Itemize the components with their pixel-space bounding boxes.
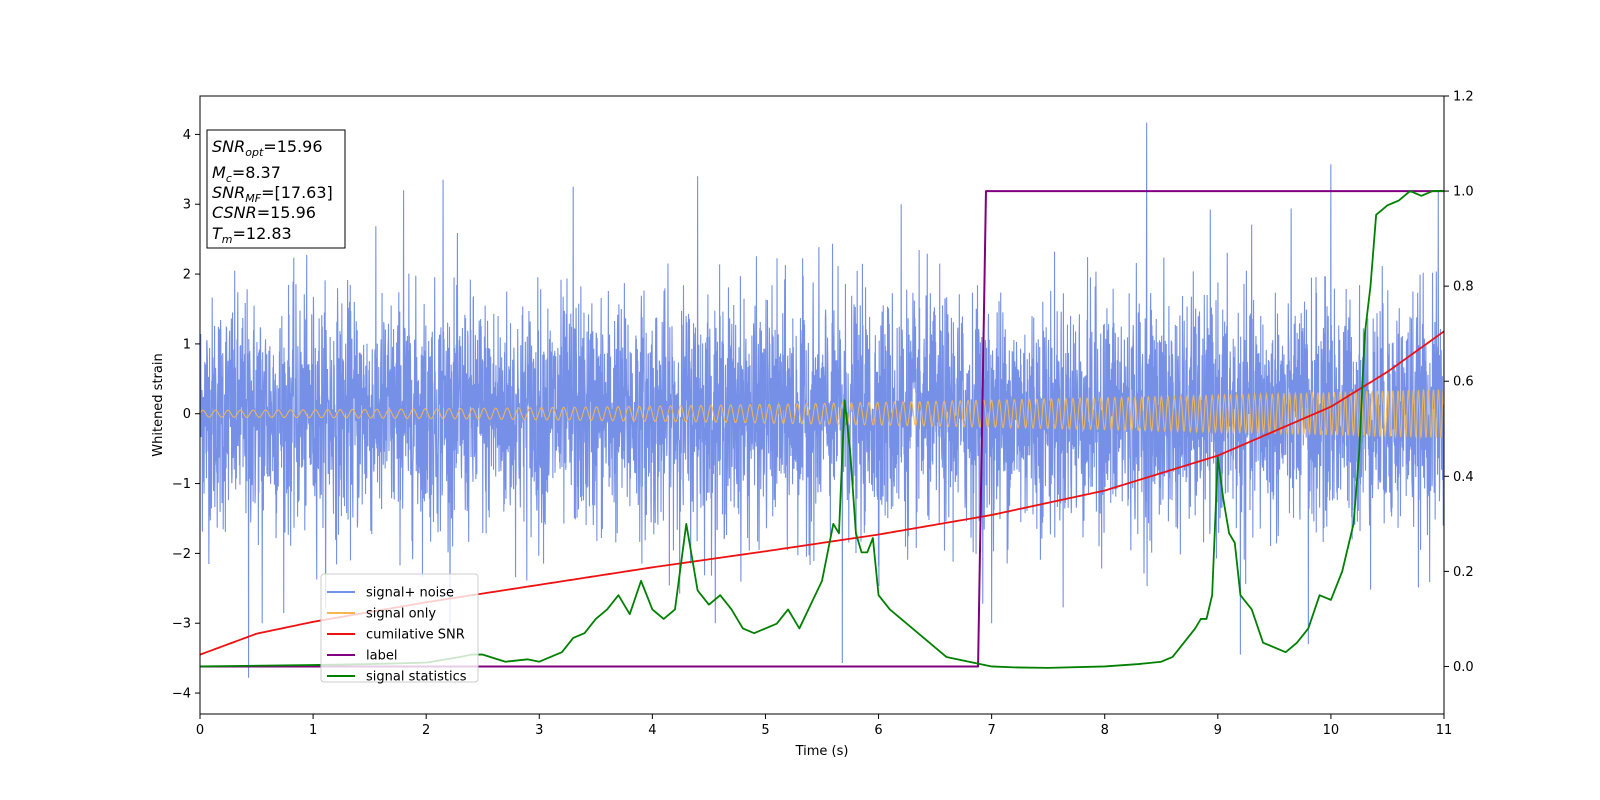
y-tick-label: −1 <box>172 477 191 492</box>
y-tick-label: 1 <box>183 337 191 352</box>
y-tick-label: −3 <box>172 617 191 632</box>
y-axis-left: −4 −3 −2 −1 0 1 2 3 4 <box>172 128 200 702</box>
legend: signal+ noise signal only cumilative SNR la… <box>320 573 479 685</box>
y-tick-label: −4 <box>172 687 191 702</box>
x-axis-label: Time (s) <box>795 744 849 759</box>
legend-label: cumilative SNR <box>366 628 465 643</box>
stat-snr-opt: SNRopt=15.96 <box>212 137 323 159</box>
x-tick-label: 5 <box>761 723 769 738</box>
legend-label: label <box>366 649 397 664</box>
y2-tick-label: 0.6 <box>1453 375 1474 390</box>
series-signal-statistics <box>200 190 1444 669</box>
y2-tick-label: 0.2 <box>1453 565 1474 580</box>
x-tick-label: 4 <box>648 723 656 738</box>
x-tick-label: 7 <box>987 723 995 738</box>
legend-label: signal+ noise <box>366 586 454 601</box>
stats-box-frame <box>206 129 346 249</box>
y2-tick-label: 0.8 <box>1453 280 1474 295</box>
x-tick-label: 3 <box>535 723 543 738</box>
y2-tick-label: 1.0 <box>1453 185 1474 200</box>
y-tick-label: 2 <box>183 268 191 283</box>
legend-label: signal only <box>366 607 436 622</box>
series-label <box>200 190 1444 668</box>
y-tick-label: 3 <box>183 198 191 213</box>
stat-mc: Mc=8.37 <box>212 163 281 185</box>
series-signal-only <box>200 388 1444 440</box>
plot-frame <box>199 95 1445 715</box>
stat-tm: Tm=12.83 <box>212 224 292 246</box>
y-tick-label: 4 <box>183 128 191 143</box>
x-tick-label: 0 <box>196 723 204 738</box>
y-tick-label: −2 <box>172 547 191 562</box>
x-tick-label: 10 <box>1323 723 1340 738</box>
y2-tick-label: 0.0 <box>1453 660 1474 675</box>
x-axis: 0 1 2 3 4 5 6 7 8 9 10 11 <box>196 714 1452 738</box>
legend-label: signal statistics <box>366 670 467 685</box>
y2-tick-label: 1.2 <box>1453 90 1474 105</box>
y-axis-label: Whitened strain <box>151 353 166 456</box>
stat-csnr: CSNR=15.96 <box>212 203 316 222</box>
x-tick-label: 11 <box>1436 723 1453 738</box>
legend-frame <box>320 573 479 683</box>
y-axis-right: 0.0 0.2 0.4 0.6 0.8 1.0 1.2 <box>1444 90 1474 675</box>
series-signal-noise <box>200 122 1444 678</box>
stat-snr-mf: SNRMF=[17.63] <box>212 183 333 205</box>
x-tick-label: 1 <box>309 723 317 738</box>
y-tick-label: 0 <box>183 407 191 422</box>
y2-tick-label: 0.4 <box>1453 470 1474 485</box>
plot-series <box>200 122 1444 678</box>
x-tick-label: 2 <box>422 723 430 738</box>
x-tick-label: 6 <box>874 723 882 738</box>
x-tick-label: 9 <box>1214 723 1222 738</box>
stats-box: SNRopt=15.96 Mc=8.37 SNRMF=[17.63] CSNR=… <box>206 129 346 249</box>
x-tick-label: 8 <box>1101 723 1109 738</box>
